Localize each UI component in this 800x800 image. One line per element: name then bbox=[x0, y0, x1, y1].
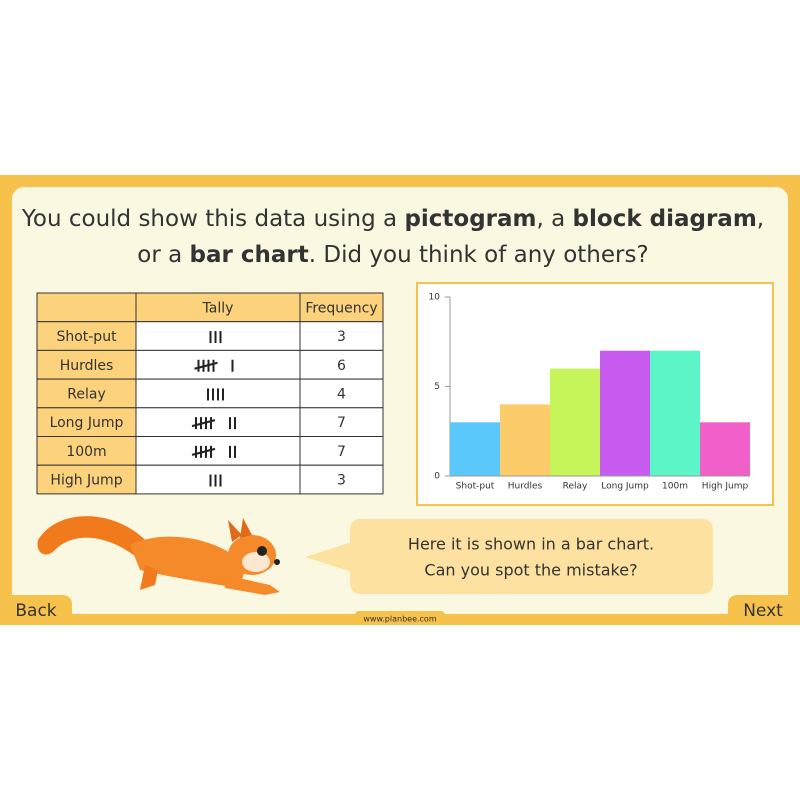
x-tick-label: High Jump bbox=[702, 482, 749, 492]
table-cell bbox=[299, 436, 384, 466]
back-label[interactable]: Back bbox=[15, 601, 56, 621]
tally bbox=[191, 417, 236, 430]
table-cell bbox=[36, 436, 137, 466]
heading-part: or a bbox=[137, 242, 189, 268]
row-label: High Jump bbox=[50, 473, 122, 489]
bubble-pointer bbox=[305, 542, 352, 572]
heading-part: . Did you think of any others? bbox=[309, 242, 649, 268]
bar bbox=[450, 422, 500, 476]
table-cell bbox=[135, 349, 301, 380]
y-tick-label: 0 bbox=[434, 472, 440, 482]
table-header: Frequency bbox=[305, 300, 377, 316]
tally bbox=[207, 388, 224, 401]
table-cell bbox=[299, 407, 384, 437]
x-tick-label: Long Jump bbox=[601, 482, 649, 492]
y-tick-label: 5 bbox=[434, 382, 440, 392]
tally-stroke bbox=[194, 361, 218, 370]
table-cell bbox=[135, 464, 301, 495]
tally bbox=[209, 331, 222, 344]
footer-tab bbox=[355, 611, 445, 625]
table-cell bbox=[36, 378, 137, 409]
table-cell bbox=[36, 292, 137, 323]
frequency: 6 bbox=[337, 358, 346, 374]
heading-part: , a bbox=[537, 206, 573, 232]
table-cell bbox=[299, 464, 384, 495]
table-cell bbox=[36, 407, 137, 437]
y-tick-label: 10 bbox=[429, 293, 441, 303]
bar bbox=[550, 368, 600, 476]
row-label: Hurdles bbox=[60, 358, 114, 374]
bar bbox=[600, 350, 650, 476]
heading-part: block diagram bbox=[573, 206, 757, 232]
table-cell bbox=[299, 378, 384, 409]
row-label: Relay bbox=[67, 386, 105, 402]
tally bbox=[209, 474, 222, 487]
tally bbox=[191, 445, 236, 458]
heading-line: You could show this data using a pictogr… bbox=[21, 206, 764, 232]
tally-stroke bbox=[191, 447, 216, 456]
frequency: 3 bbox=[337, 473, 346, 489]
bar bbox=[650, 350, 700, 476]
table-cell bbox=[299, 292, 384, 323]
table-cell bbox=[299, 321, 384, 351]
heading-line: or a bar chart. Did you think of any oth… bbox=[137, 242, 648, 268]
table-cell bbox=[135, 436, 301, 466]
next-button[interactable] bbox=[728, 595, 800, 625]
footer-text: www.planbee.com bbox=[363, 615, 436, 624]
table-cell bbox=[299, 349, 384, 380]
row-label: Long Jump bbox=[50, 415, 124, 431]
table-cell bbox=[36, 321, 137, 351]
x-tick-label: Relay bbox=[563, 482, 588, 492]
table-cell bbox=[135, 407, 301, 437]
x-tick-label: Hurdles bbox=[508, 482, 543, 492]
row-label: 100m bbox=[66, 444, 106, 460]
bar bbox=[500, 404, 550, 476]
squirrel bbox=[37, 516, 280, 595]
frequency: 3 bbox=[337, 329, 346, 345]
heading-part: You could show this data using a bbox=[21, 206, 405, 232]
heading-part: , bbox=[757, 206, 764, 232]
frequency: 7 bbox=[337, 444, 346, 460]
tally bbox=[194, 359, 234, 372]
bar bbox=[700, 422, 750, 476]
heading-part: bar chart bbox=[190, 242, 309, 268]
frequency: 4 bbox=[337, 386, 346, 402]
speech-bubble bbox=[350, 519, 713, 594]
bubble-text: Here it is shown in a bar chart. bbox=[408, 535, 654, 554]
back-button[interactable] bbox=[0, 595, 72, 625]
tally-stroke bbox=[191, 419, 216, 428]
heading-part: pictogram bbox=[404, 206, 536, 232]
table-header: Tally bbox=[202, 300, 234, 316]
frequency: 7 bbox=[337, 415, 346, 431]
table-cell bbox=[36, 349, 137, 380]
row-label: Shot-put bbox=[56, 329, 117, 345]
table-cell bbox=[135, 321, 301, 351]
table-cell bbox=[36, 464, 137, 495]
x-tick-label: 100m bbox=[662, 482, 688, 492]
x-tick-label: Shot-put bbox=[456, 482, 495, 492]
bubble-text: Can you spot the mistake? bbox=[424, 561, 637, 580]
next-label[interactable]: Next bbox=[743, 601, 783, 621]
